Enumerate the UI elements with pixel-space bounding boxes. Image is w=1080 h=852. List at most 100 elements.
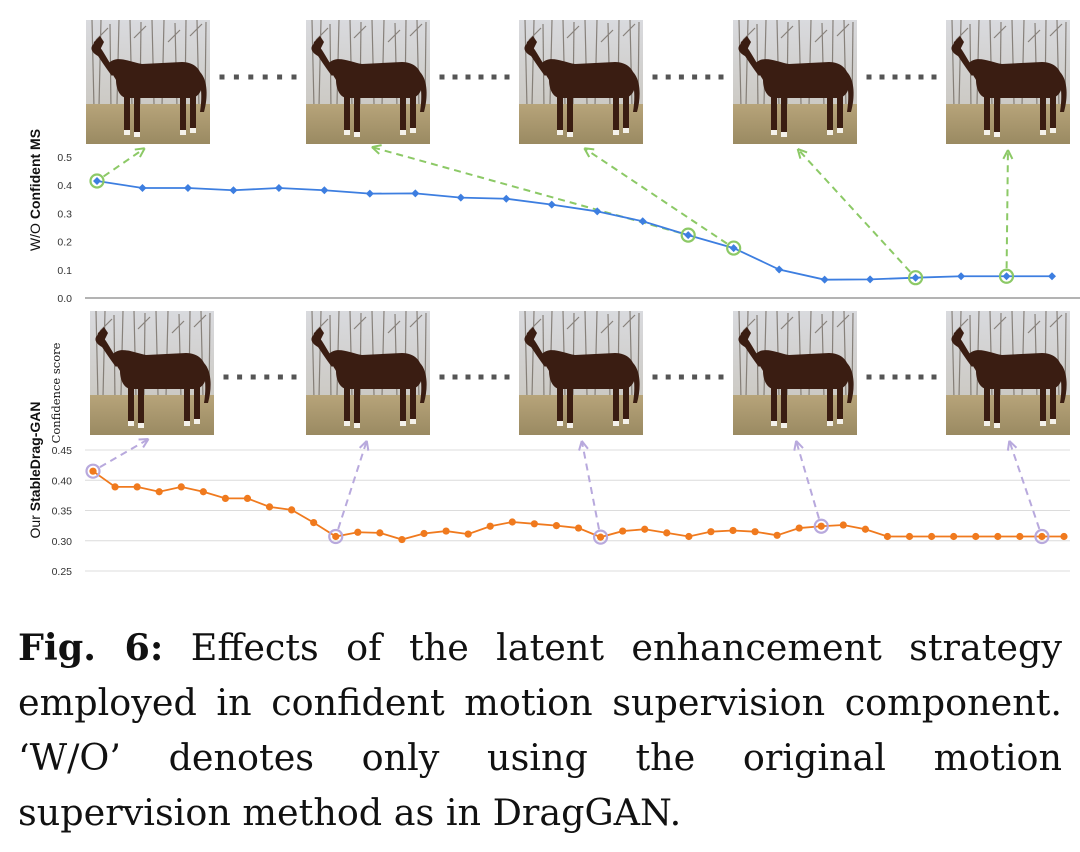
- bottom-data-point: [729, 526, 737, 535]
- top-separator-dot: [879, 74, 885, 80]
- top-data-point: [274, 184, 283, 193]
- top-y-tick-label: 0.4: [57, 180, 72, 192]
- bottom-separator-dot: [678, 374, 684, 380]
- bottom-separator-dot: [652, 374, 658, 380]
- top-data-point: [138, 184, 147, 193]
- top-link-arrowhead: [1002, 149, 1014, 160]
- bottom-separator-dot: [918, 374, 924, 380]
- top-data-point: [820, 275, 829, 284]
- top-separator-dot: [718, 74, 724, 80]
- bottom-data-point: [420, 529, 428, 538]
- bottom-data-point: [398, 535, 406, 544]
- top-separator-dot: [233, 74, 239, 80]
- bottom-y-tick-label: 0.40: [52, 475, 73, 487]
- top-data-point: [547, 200, 556, 209]
- bottom-separator-dot: [665, 374, 671, 380]
- bottom-y-tick-label: 0.30: [52, 536, 73, 548]
- top-data-point: [775, 265, 784, 274]
- top-chart-panel: 0.0 0.1 0.2 0.3 0.4 0.5: [57, 144, 1056, 305]
- bottom-data-point: [751, 528, 759, 536]
- top-data-point: [365, 189, 374, 198]
- top-thumbnail-5: [945, 19, 1071, 145]
- top-data-point: [638, 217, 647, 226]
- bottom-data-point: [1016, 532, 1024, 541]
- top-data-point: [229, 186, 238, 195]
- bottom-data-point: [883, 532, 892, 541]
- bottom-thumbnail-3: [518, 310, 644, 436]
- bottom-data-point: [905, 532, 914, 541]
- horse-frame-2: [305, 310, 431, 436]
- bottom-data-point: [574, 524, 583, 532]
- figure-caption: Fig. 6: Effects of the latent enhancemen…: [18, 620, 1062, 840]
- bottom-data-point: [265, 503, 274, 511]
- bottom-data-point: [972, 532, 980, 541]
- top-data-point: [911, 273, 920, 282]
- bottom-separator-dot: [465, 374, 471, 380]
- top-data-point: [729, 244, 738, 253]
- top-link-arrowhead: [371, 144, 382, 155]
- bottom-thumbnail-4: [732, 310, 858, 436]
- bottom-data-point: [486, 522, 494, 530]
- bottom-data-point: [442, 527, 450, 535]
- top-link-arrowhead: [134, 147, 146, 158]
- bottom-separator-dot: [504, 374, 510, 380]
- top-highlight-ring: [89, 173, 105, 189]
- bottom-data-point: [950, 532, 958, 541]
- bottom-separator-dot: [478, 374, 484, 380]
- top-highlight-ring: [998, 268, 1015, 284]
- bottom-data-point: [133, 483, 141, 491]
- top-separator-dot: [452, 74, 458, 80]
- top-separator-dot: [892, 74, 898, 80]
- bottom-data-point: [288, 506, 296, 514]
- top-data-point: [93, 176, 101, 185]
- bottom-data-point: [89, 467, 97, 475]
- bottom-data-point: [552, 522, 561, 530]
- top-separator-dot: [678, 74, 684, 80]
- top-data-point: [684, 231, 693, 240]
- top-separator-dot: [439, 74, 445, 80]
- top-data-point: [320, 186, 329, 195]
- bottom-data-point: [663, 529, 671, 537]
- bottom-separator-dot: [931, 374, 937, 380]
- horse-frame-1: [85, 19, 211, 145]
- bottom-separator-dot: [905, 374, 911, 380]
- bottom-separator-dot: [491, 374, 497, 380]
- horse-frame-5: [945, 310, 1071, 436]
- horse-frame-1: [89, 310, 215, 436]
- top-data-point: [183, 184, 192, 193]
- bottom-thumbnail-1: [89, 310, 215, 436]
- top-series-line: [96, 180, 1052, 281]
- bottom-data-point: [641, 525, 649, 533]
- top-y-tick-label: 0.3: [57, 208, 72, 220]
- top-link-arrow: [583, 147, 728, 245]
- bottom-data-point: [994, 532, 1002, 541]
- top-separator-dot: [491, 74, 497, 80]
- top-y-tick-label: 0.2: [57, 237, 72, 249]
- figure-label: Fig. 6:: [18, 626, 164, 669]
- bottom-separator-dot: [277, 374, 283, 380]
- top-data-point: [502, 194, 511, 203]
- top-separator-dot: [478, 74, 484, 80]
- top-y-axis-title: W/O Confident MS: [27, 129, 43, 251]
- bottom-y-axis-title: Our StableDrag-GAN: [27, 402, 43, 539]
- bottom-data-point: [310, 519, 318, 527]
- bottom-separator-dot: [291, 374, 297, 380]
- bottom-data-point: [464, 530, 472, 538]
- top-thumbnail-3: [518, 19, 644, 145]
- horse-frame-4: [732, 19, 858, 145]
- bottom-data-point: [530, 520, 538, 528]
- bottom-thumbnail-2: [305, 310, 431, 436]
- bottom-link-arrowhead: [578, 440, 589, 451]
- bottom-data-point: [199, 488, 207, 496]
- top-link-arrow: [1005, 149, 1009, 269]
- bottom-data-point: [111, 483, 119, 491]
- top-link-arrow: [103, 147, 146, 178]
- confidence-score-annotation: Confidence score: [49, 342, 63, 443]
- bottom-separator-dot: [452, 374, 458, 380]
- bottom-link-arrow: [337, 440, 368, 530]
- bottom-data-point: [619, 527, 627, 535]
- bottom-highlight-ring: [85, 463, 101, 479]
- bottom-separator-dot: [866, 374, 872, 380]
- bottom-data-point: [1038, 532, 1046, 541]
- top-data-point: [957, 272, 966, 281]
